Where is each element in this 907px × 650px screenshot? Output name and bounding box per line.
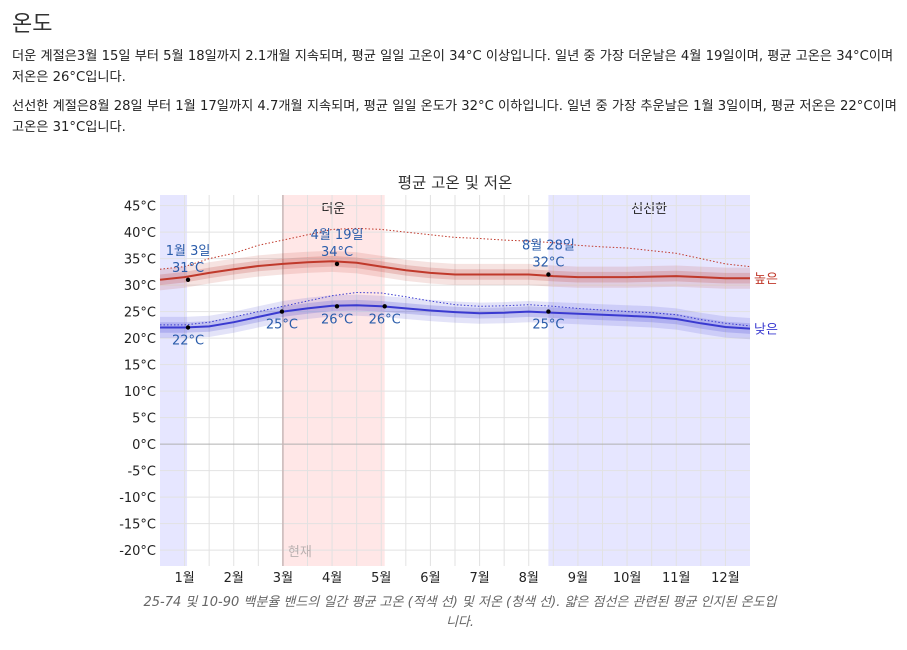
high-series-label: 높은 (754, 272, 778, 287)
annotation-value: 25°C (266, 318, 298, 333)
low-series-label: 낮은 (754, 323, 778, 338)
coldest-day: 1월 3일 (693, 99, 739, 114)
annotation-point (382, 304, 387, 309)
y-tick-label: 0°C (132, 438, 156, 453)
annotation-date: 8월 28일 (522, 239, 575, 254)
text-fragment: 부터 (142, 99, 176, 114)
text-fragment: 까지 (216, 49, 246, 64)
text-fragment: 까지 (228, 99, 258, 114)
low-temperature-line (160, 304, 751, 330)
text-fragment: 이며, 평균 고온은 (734, 49, 837, 64)
annotation-value: 31°C (172, 261, 204, 276)
x-tick-label: 11월 (662, 571, 691, 586)
annotation-date: 4월 19일 (311, 228, 364, 243)
low-band-10-90 (160, 294, 750, 340)
y-tick-label: 20°C (124, 332, 156, 347)
text-fragment: 이하입니다. 일년 중 가장 추운날은 (493, 99, 694, 114)
y-tick-label: -20°C (119, 544, 156, 559)
cool-season-end: 1월 17일 (175, 99, 229, 114)
y-tick-label: 15°C (124, 359, 156, 374)
hot-season-threshold: 34°C (449, 49, 482, 64)
text-fragment: 이며, 평균 저온은 (738, 99, 841, 114)
x-tick-label: 8월 (519, 571, 539, 586)
coldest-low: 22°C (840, 99, 873, 114)
cool-season-start: 8월 28일 (89, 99, 143, 114)
hot-season-start: 3월 15일 (76, 49, 131, 64)
x-tick-label: 9월 (568, 571, 588, 586)
temperature-section: 온도 더운 계절은3월 15일 부터 5월 18일까지 2.1개월 지속되며, … (12, 8, 897, 146)
cool-season-label: 선선한 계절은 (12, 99, 89, 114)
y-tick-label: 5°C (132, 412, 156, 427)
season-band (160, 195, 188, 566)
x-tick-label: 5월 (371, 571, 391, 586)
high-band-10-90 (160, 250, 750, 291)
hot-season-description: 더운 계절은3월 15일 부터 5월 18일까지 2.1개월 지속되며, 평균 … (12, 46, 897, 88)
annotation-point (185, 277, 191, 282)
hottest-high: 34°C (836, 49, 869, 64)
annotation-value: 25°C (532, 318, 564, 333)
annotation-point (279, 309, 285, 314)
cool-season-description: 선선한 계절은8월 28일 부터 1월 17일까지 4.7개월 지속되며, 평균… (12, 96, 897, 138)
text-fragment: 입니다. (85, 120, 126, 135)
y-tick-label: 25°C (124, 306, 156, 321)
text-fragment: 지속되며, 평균 일일 온도가 (302, 99, 462, 114)
annotation-value: 22°C (172, 334, 204, 349)
annotation-point (185, 325, 191, 330)
season-band (281, 195, 385, 566)
section-title: 온도 (12, 12, 53, 37)
text-fragment: 이며 고온은 (12, 99, 897, 135)
x-tick-label: 10월 (613, 571, 642, 586)
annotation-value: 26°C (321, 312, 353, 327)
season-label: 선선한 (631, 202, 667, 217)
x-tick-label: 1월 (174, 571, 194, 586)
y-tick-label: 35°C (124, 253, 156, 268)
y-tick-label: -15°C (119, 518, 156, 533)
annotation-value: 34°C (321, 245, 353, 260)
y-tick-label: 45°C (124, 200, 156, 215)
text-fragment: 이상입니다. 일년 중 가장 더운날은 (481, 49, 681, 64)
y-tick-label: -5°C (127, 465, 156, 480)
hottest-low: 26°C (52, 70, 86, 85)
y-tick-label: 30°C (124, 279, 156, 294)
text-fragment: 지속되며, 평균 일일 고온이 (290, 49, 450, 64)
x-tick-label: 6월 (420, 571, 440, 586)
high-perceived-line (159, 227, 751, 270)
x-tick-label: 2월 (224, 571, 244, 586)
annotation-date: 1월 3일 (166, 244, 211, 259)
annotation-point (546, 309, 551, 314)
annotation-value: 32°C (532, 256, 564, 271)
text-fragment: 부터 (130, 49, 164, 64)
text-fragment: 이며 저온은 (12, 49, 894, 85)
x-tick-label: 12월 (711, 571, 740, 586)
annotation-point (334, 261, 340, 267)
hot-season-end: 5월 18일 (163, 49, 217, 64)
hottest-day: 4월 19일 (680, 49, 735, 64)
hot-season-duration: 2.1개월 (245, 49, 291, 64)
high-temperature-line (159, 260, 750, 281)
cool-season-duration: 4.7개월 (257, 99, 303, 114)
annotation-point (334, 304, 340, 309)
chart-caption: 25-74 및 10-90 백분율 밴드의 일간 평균 고온 (적색 선) 및 … (143, 595, 777, 630)
text-fragment: 입니다. (85, 70, 126, 85)
y-tick-label: -10°C (119, 491, 156, 506)
y-tick-label: 40°C (124, 226, 156, 241)
chart-title: 평균 고온 및 저온 (398, 174, 513, 192)
x-tick-label: 3월 (273, 571, 293, 586)
x-tick-label: 7월 (469, 571, 489, 586)
coldest-high: 31°C (52, 120, 86, 135)
season-band (548, 195, 750, 566)
season-label: 더운 (321, 202, 345, 217)
y-tick-label: 10°C (124, 385, 156, 400)
x-tick-label: 4월 (322, 571, 342, 586)
now-marker-label: 현재 (288, 545, 312, 560)
annotation-point (546, 272, 551, 277)
cool-season-threshold: 32°C (461, 99, 494, 114)
annotation-value: 26°C (369, 312, 401, 327)
hot-season-label: 더운 계절은 (12, 49, 77, 64)
